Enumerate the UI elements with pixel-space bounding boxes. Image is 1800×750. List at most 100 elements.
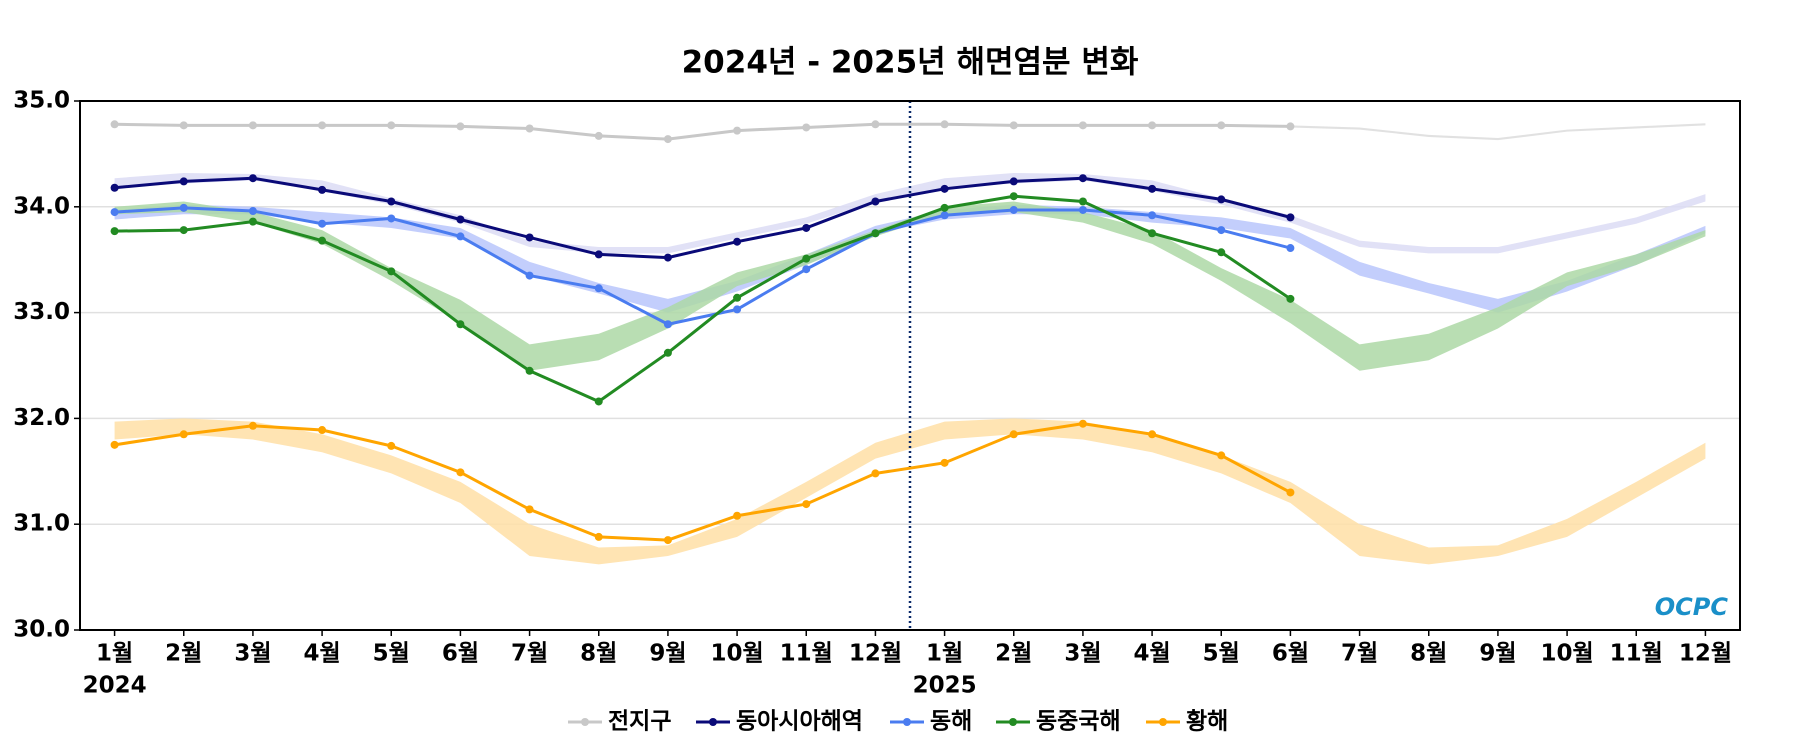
point — [1009, 121, 1018, 130]
point — [387, 267, 396, 276]
point — [733, 511, 742, 520]
point — [802, 223, 811, 232]
point — [940, 458, 949, 467]
legend-label: 황해 — [1186, 709, 1228, 735]
point — [456, 215, 465, 224]
legend-dot — [1009, 718, 1017, 726]
point — [387, 214, 396, 223]
point — [1009, 430, 1018, 439]
point — [594, 250, 603, 259]
series-line — [114, 206, 1291, 326]
legend-label: 동중국해 — [1036, 709, 1121, 735]
point — [802, 254, 811, 263]
point — [387, 121, 396, 130]
legend-label: 동아시아해역 — [736, 709, 863, 735]
point — [733, 126, 742, 135]
point — [1009, 177, 1018, 186]
legend-dot — [581, 718, 589, 726]
x-tick-label: 6월 — [442, 641, 479, 667]
x-tick-label: 4월 — [1133, 641, 1170, 667]
point — [525, 366, 534, 375]
point — [456, 468, 465, 477]
range-band — [114, 201, 1706, 371]
point — [1148, 430, 1157, 439]
point — [525, 124, 534, 133]
point — [387, 197, 396, 206]
point — [663, 135, 672, 144]
x-tick-label: 5월 — [373, 641, 410, 667]
point — [179, 177, 188, 186]
point — [594, 131, 603, 140]
point — [525, 505, 534, 514]
point — [1078, 419, 1087, 428]
point — [248, 421, 257, 430]
point — [663, 320, 672, 329]
point — [1148, 121, 1157, 130]
x-tick-label: 9월 — [1479, 641, 1516, 667]
series-line — [114, 176, 1291, 260]
x-tick-label: 7월 — [1341, 641, 1378, 667]
x-tick-label: 1월 — [96, 641, 133, 667]
point — [1078, 197, 1087, 206]
x-tick-label: 4월 — [303, 641, 340, 667]
point — [1217, 248, 1226, 257]
point — [179, 430, 188, 439]
point — [525, 233, 534, 242]
x-tick-label: 10월 — [710, 641, 763, 667]
point — [387, 441, 396, 450]
point — [1217, 195, 1226, 204]
legend-label: 동해 — [930, 709, 972, 735]
point — [318, 426, 327, 435]
y-tick-label: 34.0 — [13, 193, 70, 219]
point — [1078, 174, 1087, 183]
point — [1217, 451, 1226, 460]
x-tick-label: 8월 — [580, 641, 617, 667]
range-band — [114, 418, 1706, 565]
point — [594, 532, 603, 541]
point — [1148, 229, 1157, 238]
point — [1217, 121, 1226, 130]
legend-dot — [903, 718, 911, 726]
point — [1286, 488, 1295, 497]
point — [110, 440, 119, 449]
y-tick-label: 32.0 — [13, 405, 70, 431]
point — [110, 183, 119, 192]
point — [318, 121, 327, 130]
series-line — [114, 422, 1292, 542]
year-label: 2024 — [83, 673, 147, 699]
x-tick-label: 2월 — [165, 641, 202, 667]
legend-dot — [1159, 718, 1167, 726]
x-tick-label: 7월 — [511, 641, 548, 667]
x-tick-label: 3월 — [234, 641, 271, 667]
point — [1078, 205, 1087, 214]
point — [179, 226, 188, 235]
x-tick-label: 11월 — [1610, 641, 1663, 667]
point — [733, 237, 742, 246]
point — [802, 500, 811, 509]
point — [871, 197, 880, 206]
x-tick-label: 8월 — [1410, 641, 1447, 667]
x-tick-label: 2월 — [995, 641, 1032, 667]
point — [663, 253, 672, 262]
point — [179, 121, 188, 130]
point — [733, 305, 742, 314]
y-tick-label: 35.0 — [13, 88, 70, 114]
point — [940, 211, 949, 220]
series-line — [114, 194, 1292, 404]
point — [594, 284, 603, 293]
point — [594, 397, 603, 406]
point — [1009, 205, 1018, 214]
point — [940, 184, 949, 193]
point — [318, 185, 327, 194]
point — [871, 469, 880, 478]
point — [1148, 184, 1157, 193]
point — [456, 122, 465, 131]
point — [940, 203, 949, 212]
point — [318, 219, 327, 228]
legend-dot — [709, 718, 717, 726]
x-tick-label: 6월 — [1272, 641, 1309, 667]
point — [1286, 294, 1295, 303]
x-tick-label: 1월 — [926, 641, 963, 667]
point — [1286, 122, 1295, 131]
